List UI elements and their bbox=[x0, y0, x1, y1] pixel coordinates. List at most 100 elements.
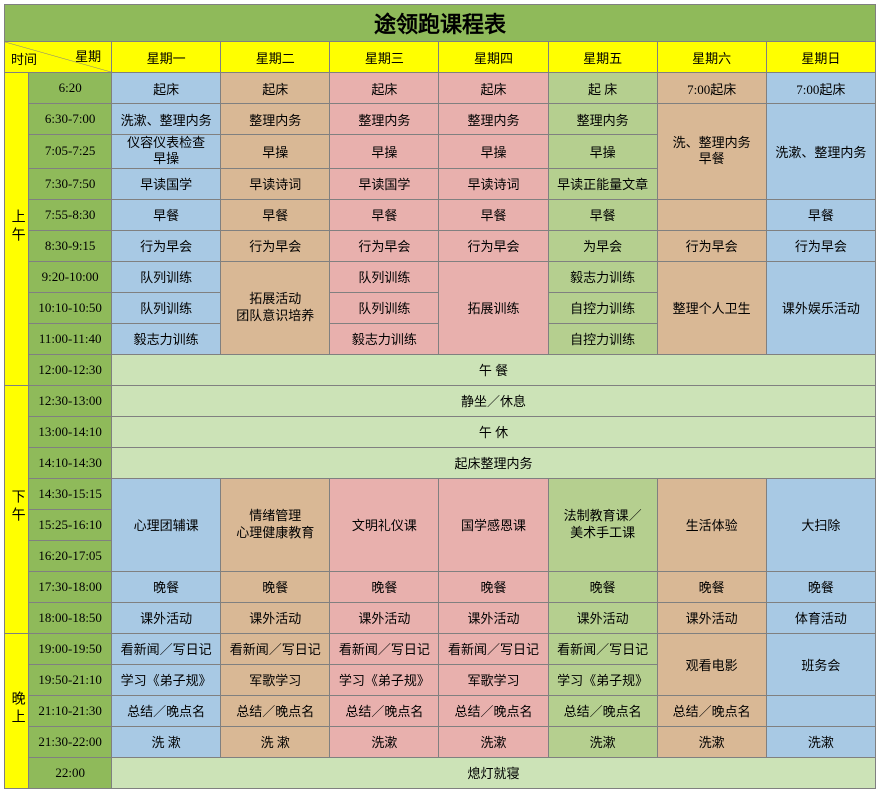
cell: 早读国学 bbox=[330, 168, 439, 199]
cell bbox=[766, 695, 875, 726]
cell: 早餐 bbox=[548, 199, 657, 230]
cell: 早操 bbox=[439, 135, 548, 169]
cell: 7:00起床 bbox=[657, 73, 766, 104]
slot-s10: 12:00-12:30 bbox=[29, 354, 112, 385]
cell: 看新闻／写日记 bbox=[221, 633, 330, 664]
cell: 队列训练 bbox=[112, 292, 221, 323]
slot-s13: 14:10-14:30 bbox=[29, 447, 112, 478]
cell: 毅志力训练 bbox=[112, 323, 221, 354]
cell: 自控力训练 bbox=[548, 323, 657, 354]
slot-s18: 18:00-18:50 bbox=[29, 602, 112, 633]
slot-s8: 10:10-10:50 bbox=[29, 292, 112, 323]
cell: 早读诗词 bbox=[221, 168, 330, 199]
schedule-table: 途领跑课程表 星期 时间 星期一 星期二 星期三 星期四 星期五 星期六 星期日… bbox=[4, 4, 876, 789]
cell: 毅志力训练 bbox=[330, 323, 439, 354]
cell: 起床 bbox=[330, 73, 439, 104]
cell: 整理内务 bbox=[221, 104, 330, 135]
slot-s11: 12:30-13:00 bbox=[29, 385, 112, 416]
cell: 晚餐 bbox=[330, 571, 439, 602]
cell: 行为早会 bbox=[112, 230, 221, 261]
cell: 起床 bbox=[112, 73, 221, 104]
cell: 起床 bbox=[439, 73, 548, 104]
cell: 法制教育课／美术手工课 bbox=[548, 478, 657, 571]
slot-s2: 6:30-7:00 bbox=[29, 104, 112, 135]
cell: 起 床 bbox=[548, 73, 657, 104]
cell: 晚餐 bbox=[548, 571, 657, 602]
slot-s17: 17:30-18:00 bbox=[29, 571, 112, 602]
hdr-d1: 星期一 bbox=[112, 42, 221, 73]
cell: 早餐 bbox=[766, 199, 875, 230]
cell: 课外活动 bbox=[657, 602, 766, 633]
cell: 早餐 bbox=[330, 199, 439, 230]
hdr-d3: 星期三 bbox=[330, 42, 439, 73]
slot-s3: 7:05-7:25 bbox=[29, 135, 112, 169]
cell: 早餐 bbox=[221, 199, 330, 230]
slot-s5: 7:55-8:30 bbox=[29, 199, 112, 230]
cell: 行为早会 bbox=[330, 230, 439, 261]
cell: 整理内务 bbox=[330, 104, 439, 135]
slot-s6: 8:30-9:15 bbox=[29, 230, 112, 261]
cell: 总结／晚点名 bbox=[548, 695, 657, 726]
cell: 看新闻／写日记 bbox=[330, 633, 439, 664]
cell: 文明礼仪课 bbox=[330, 478, 439, 571]
cell: 静坐／休息 bbox=[112, 385, 876, 416]
cell: 行为早会 bbox=[657, 230, 766, 261]
cell: 生活体验 bbox=[657, 478, 766, 571]
slot-s16: 16:20-17:05 bbox=[29, 540, 112, 571]
cell: 拓展活动团队意识培养 bbox=[221, 261, 330, 354]
slot-s20: 19:50-21:10 bbox=[29, 664, 112, 695]
cell: 体育活动 bbox=[766, 602, 875, 633]
cell: 国学感恩课 bbox=[439, 478, 548, 571]
cell: 毅志力训练 bbox=[548, 261, 657, 292]
cell: 洗 漱 bbox=[221, 726, 330, 757]
cell: 课外活动 bbox=[439, 602, 548, 633]
cell: 洗漱 bbox=[766, 726, 875, 757]
slot-s1: 6:20 bbox=[29, 73, 112, 104]
cell: 为早会 bbox=[548, 230, 657, 261]
cell: 课外活动 bbox=[221, 602, 330, 633]
cell: 总结／晚点名 bbox=[112, 695, 221, 726]
slot-s22: 21:30-22:00 bbox=[29, 726, 112, 757]
cell: 队列训练 bbox=[330, 261, 439, 292]
cell: 课外娱乐活动 bbox=[766, 261, 875, 354]
cell: 晚餐 bbox=[439, 571, 548, 602]
cell: 课外活动 bbox=[330, 602, 439, 633]
cell: 队列训练 bbox=[112, 261, 221, 292]
cell: 军歌学习 bbox=[221, 664, 330, 695]
slot-s21: 21:10-21:30 bbox=[29, 695, 112, 726]
cell: 总结／晚点名 bbox=[330, 695, 439, 726]
cell: 早操 bbox=[330, 135, 439, 169]
cell: 洗漱、整理内务 bbox=[112, 104, 221, 135]
cell: 仪容仪表检查早操 bbox=[112, 135, 221, 169]
slot-s19: 19:00-19:50 bbox=[29, 633, 112, 664]
cell: 学习《弟子规》 bbox=[548, 664, 657, 695]
cell-lights-out: 熄灯就寝 bbox=[112, 757, 876, 788]
slot-s7: 9:20-10:00 bbox=[29, 261, 112, 292]
cell: 晚餐 bbox=[766, 571, 875, 602]
hdr-time: 星期 时间 bbox=[5, 42, 112, 73]
hdr-d6: 星期六 bbox=[657, 42, 766, 73]
cell: 早餐 bbox=[439, 199, 548, 230]
cell: 晚餐 bbox=[112, 571, 221, 602]
cell: 班务会 bbox=[766, 633, 875, 695]
hdr-d7: 星期日 bbox=[766, 42, 875, 73]
cell: 洗漱、整理内务 bbox=[766, 104, 875, 200]
cell: 自控力训练 bbox=[548, 292, 657, 323]
hdr-d5: 星期五 bbox=[548, 42, 657, 73]
cell: 早操 bbox=[548, 135, 657, 169]
cell: 午 休 bbox=[112, 416, 876, 447]
cell: 行为早会 bbox=[439, 230, 548, 261]
cell: 整理内务 bbox=[439, 104, 548, 135]
cell: 总结／晚点名 bbox=[439, 695, 548, 726]
cell: 观看电影 bbox=[657, 633, 766, 695]
hdr-weekday-label: 星期 bbox=[75, 46, 101, 65]
table-title: 途领跑课程表 bbox=[5, 5, 876, 42]
cell: 行为早会 bbox=[221, 230, 330, 261]
cell: 晚餐 bbox=[221, 571, 330, 602]
cell: 早餐 bbox=[112, 199, 221, 230]
cell: 晚餐 bbox=[657, 571, 766, 602]
cell: 7:00起床 bbox=[766, 73, 875, 104]
cell: 看新闻／写日记 bbox=[439, 633, 548, 664]
cell: 起床整理内务 bbox=[112, 447, 876, 478]
slot-s15: 15:25-16:10 bbox=[29, 509, 112, 540]
